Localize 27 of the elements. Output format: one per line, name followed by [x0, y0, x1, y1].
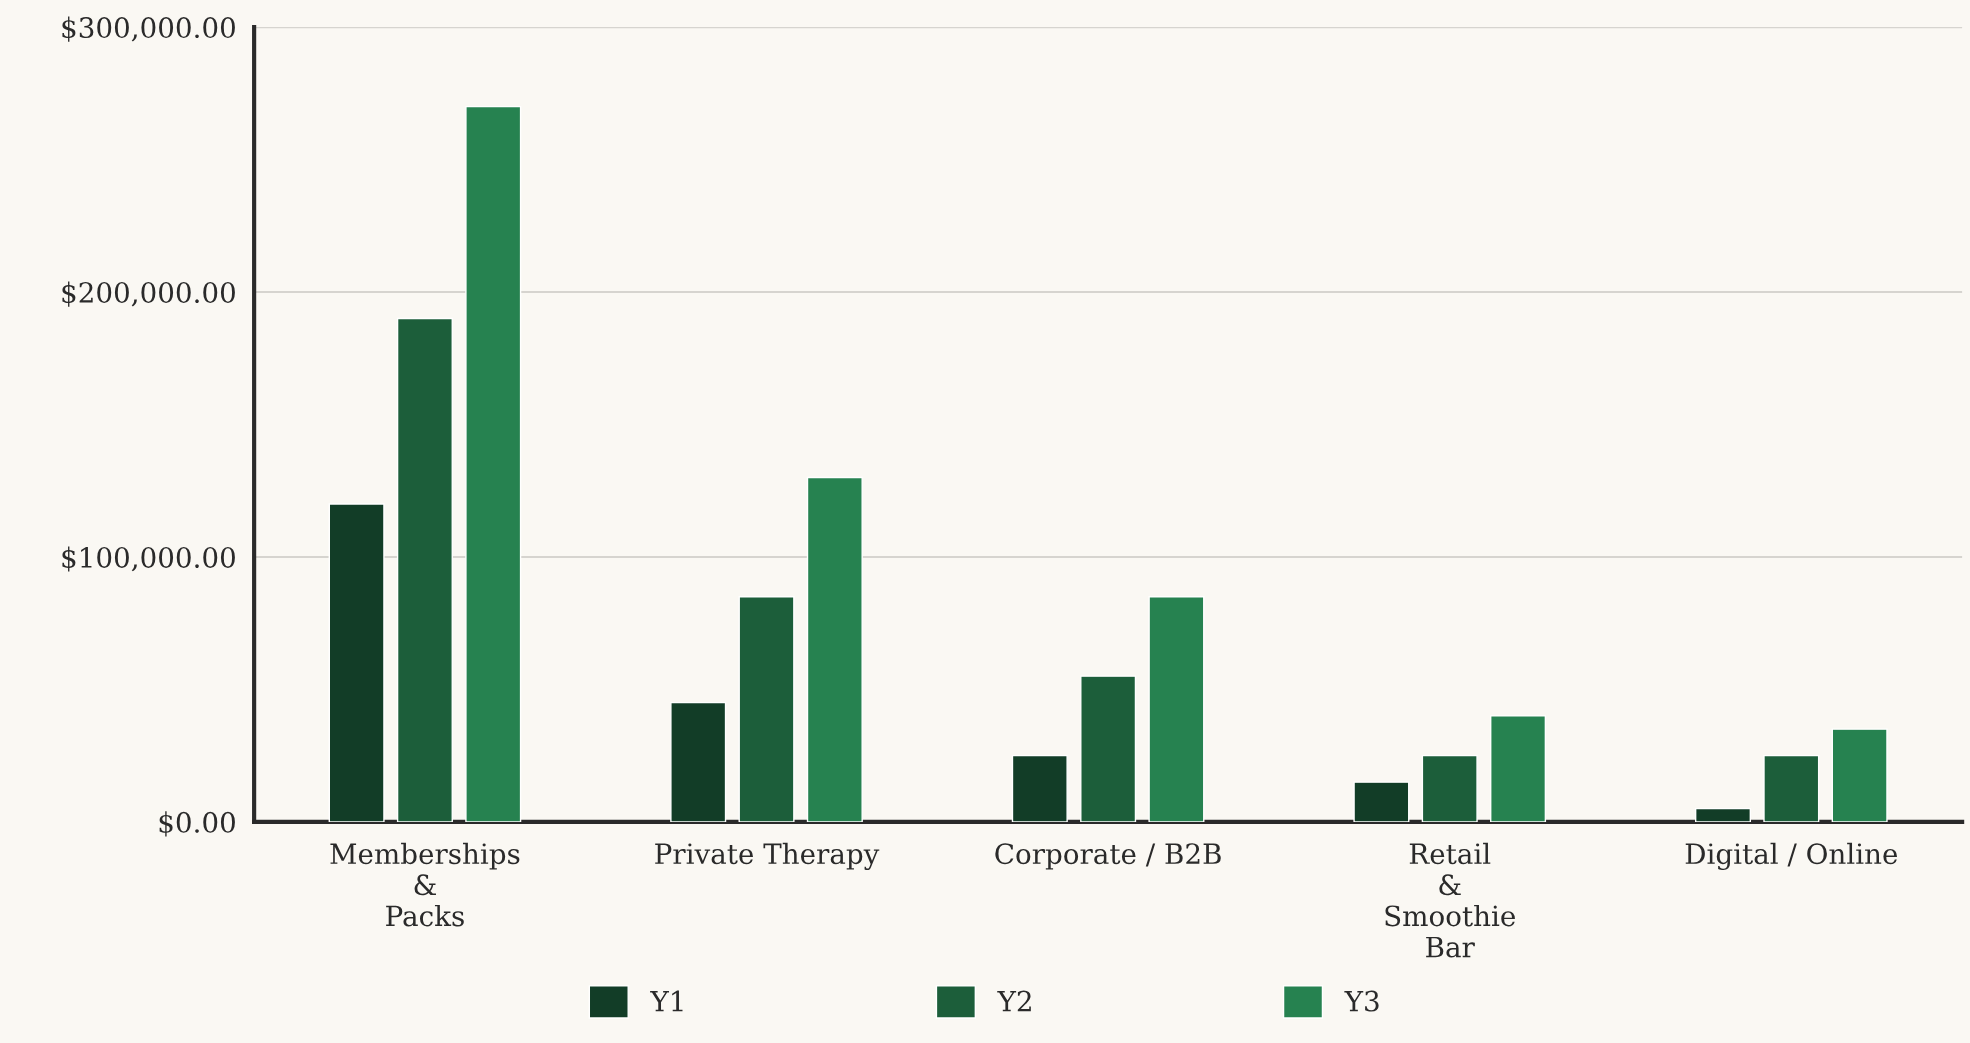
y-tick-label: $200,000.00 [62, 281, 235, 307]
bar [396, 317, 453, 822]
bar [1080, 675, 1137, 822]
bar [1490, 715, 1547, 822]
bar [1831, 728, 1888, 822]
x-tick-label: Retail & Smoothie Bar [1385, 842, 1515, 958]
bar [328, 503, 385, 822]
bar [1011, 754, 1068, 822]
y-tick-label: $300,000.00 [62, 16, 235, 42]
bar [1763, 754, 1820, 822]
legend-label: Y2 [997, 990, 1031, 1012]
legend-label: Y1 [650, 990, 683, 1012]
bar [1353, 781, 1410, 822]
x-tick-label: Private Therapy [655, 842, 880, 870]
bar [806, 476, 863, 822]
y-tick-label: $100,000.00 [62, 546, 235, 572]
legend-label: Y3 [1344, 990, 1379, 1012]
bar [1694, 807, 1752, 822]
bar [1421, 754, 1478, 822]
x-tick-label: Memberships & Packs [330, 842, 520, 927]
x-tick-label: Corporate / B2B [995, 843, 1221, 870]
bar [670, 701, 727, 822]
y-tick-label: $0.00 [159, 811, 235, 837]
x-tick-label: Digital / Online [1685, 842, 1898, 870]
bar [738, 596, 795, 822]
bar [465, 105, 522, 822]
bar [1148, 596, 1205, 822]
